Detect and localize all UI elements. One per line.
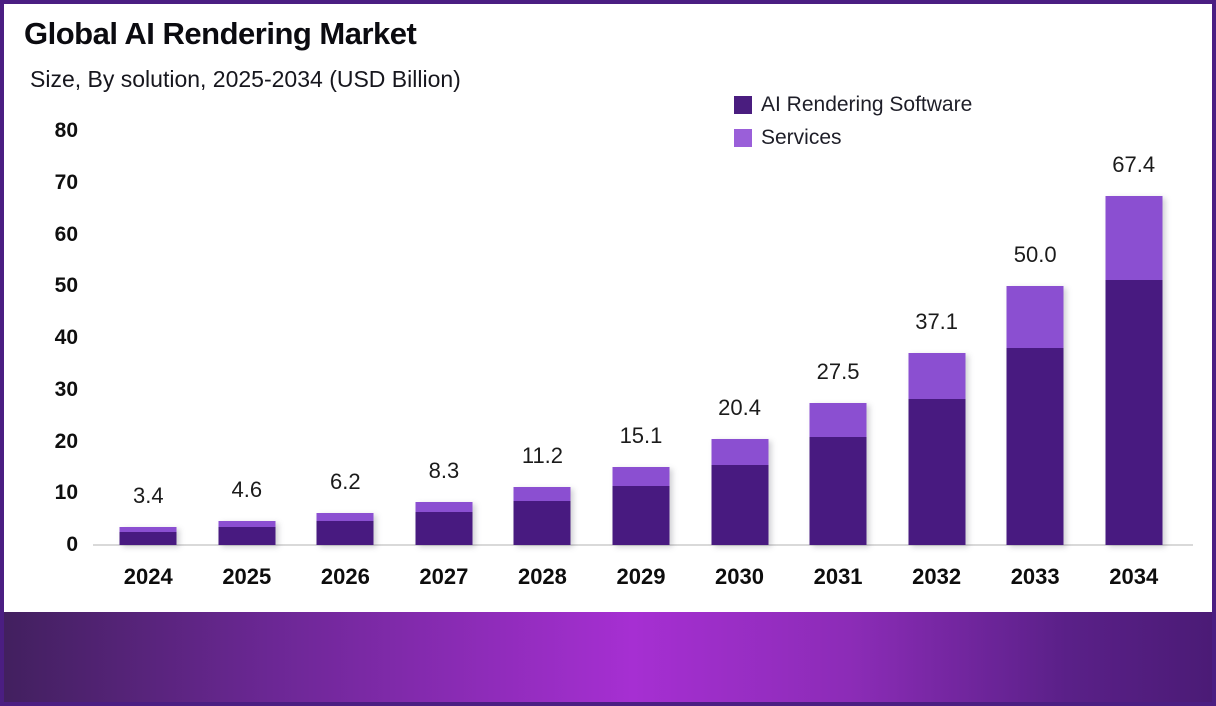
bar-2034	[1105, 196, 1163, 545]
page-title: Global AI Rendering Market	[24, 16, 417, 51]
bar-segment-software-2032	[908, 399, 966, 545]
bar-slot-2034: 67.4	[1084, 131, 1183, 545]
bar-value-label-2024: 3.4	[132, 483, 164, 509]
y-tick-0: 0	[66, 533, 78, 556]
bar-2030	[711, 439, 769, 545]
bar-value-label-2032: 37.1	[915, 309, 959, 335]
bar-segment-software-2025	[218, 526, 276, 545]
y-tick-40: 40	[54, 326, 78, 349]
bar-segment-services-2027	[415, 502, 473, 513]
y-axis: 0 10 20 30 40 50 60 70 80	[20, 119, 78, 556]
bar-segment-services-2029	[612, 466, 670, 486]
x-tick-2028: 2028	[517, 564, 567, 589]
legend: AI Rendering Software Services	[734, 88, 972, 154]
bar-value-label-2034: 67.4	[1112, 152, 1156, 178]
bar-slot-2028: 11.2	[493, 131, 592, 545]
bar-segment-software-2024	[119, 531, 177, 545]
bar-segment-software-2030	[711, 464, 769, 545]
bar-segment-services-2028	[513, 487, 571, 502]
legend-label-services: Services	[761, 125, 842, 149]
bar-2025	[218, 521, 276, 545]
bar-segment-software-2027	[415, 512, 473, 545]
bar-segment-services-2032	[908, 353, 966, 400]
x-tick-2031: 2031	[813, 564, 863, 589]
legend-item-software: AI Rendering Software	[734, 88, 972, 121]
bar-segment-software-2026	[316, 520, 374, 545]
bar-slot-2024: 3.4	[99, 131, 198, 545]
bar-value-label-2025: 4.6	[231, 477, 263, 503]
bar-segment-services-2030	[711, 439, 769, 465]
bar-value-label-2030: 20.4	[718, 395, 761, 421]
bar-value-label-2029: 15.1	[619, 422, 663, 448]
y-tick-30: 30	[54, 377, 78, 401]
x-tick-2029: 2029	[616, 564, 666, 589]
y-tick-60: 60	[54, 222, 78, 246]
bar-segment-software-2029	[612, 485, 670, 545]
bar-value-label-2027: 8.3	[428, 458, 460, 484]
y-tick-20: 20	[54, 429, 78, 453]
footer-banner: The Market will Grow At the CAGR of: 34.…	[4, 612, 1212, 702]
bar-segment-services-2034	[1105, 196, 1163, 281]
x-tick-2027: 2027	[419, 564, 469, 589]
x-tick-2033: 2033	[1010, 564, 1060, 589]
y-tick-70: 70	[54, 170, 78, 194]
x-tick-2034: 2034	[1109, 564, 1159, 589]
bar-slot-2030: 20.4	[690, 131, 789, 545]
legend-label-software: AI Rendering Software	[761, 92, 973, 116]
bar-segment-services-2033	[1006, 286, 1064, 349]
bar-2029	[612, 466, 670, 545]
bar-2027	[415, 502, 473, 545]
bar-2026	[316, 512, 374, 545]
bar-segment-services-2025	[218, 521, 276, 527]
chart-subtitle: Size, By solution, 2025-2034 (USD Billio…	[30, 66, 461, 92]
bar-value-label-2033: 50.0	[1013, 242, 1057, 268]
bar-slot-2031: 27.5	[789, 131, 888, 545]
y-tick-10: 10	[54, 481, 78, 505]
bar-slot-2027: 8.3	[395, 131, 494, 545]
x-tick-2030: 2030	[715, 564, 764, 589]
y-tick-80: 80	[54, 119, 78, 142]
x-tick-2026: 2026	[320, 564, 370, 589]
bar-2024	[119, 527, 177, 545]
bar-2028	[513, 487, 571, 545]
x-axis: 2024 2025 2026 2027 2028 2029 2030 2031 2032 2033…	[99, 564, 1183, 594]
legend-swatch-services	[734, 128, 752, 147]
x-tick-2024: 2024	[123, 564, 173, 589]
bar-segment-software-2028	[513, 501, 571, 545]
legend-swatch-software	[734, 95, 752, 114]
bar-2031	[809, 402, 867, 545]
legend-item-services: Services	[734, 121, 972, 154]
bar-value-label-2026: 6.2	[330, 468, 361, 494]
bar-chart-plot-area: 3.4 4.6 6.2 8.3 11.2 15.1 20.4 27.5 37.1 50.0 67.4	[93, 131, 1193, 546]
bar-value-label-2028: 11.2	[521, 443, 564, 469]
bar-slot-2032: 37.1	[887, 131, 986, 545]
bar-slot-2033: 50.0	[986, 131, 1085, 545]
bar-value-label-2031: 27.5	[816, 358, 860, 384]
bar-segment-software-2033	[1006, 348, 1064, 545]
bar-segment-services-2024	[119, 527, 177, 532]
bar-segment-services-2026	[316, 512, 374, 521]
bar-segment-software-2034	[1105, 280, 1163, 545]
x-tick-2025: 2025	[222, 564, 272, 589]
bar-slot-2025: 4.6	[198, 131, 297, 545]
bar-segment-software-2031	[809, 436, 867, 545]
bar-slot-2029: 15.1	[592, 131, 691, 545]
bar-2032	[908, 353, 966, 545]
bar-segment-services-2031	[809, 402, 867, 437]
bar-slot-2026: 6.2	[296, 131, 395, 545]
y-tick-50: 50	[54, 274, 78, 298]
x-axis-baseline	[93, 544, 1193, 546]
bar-2033	[1006, 286, 1064, 545]
x-tick-2032: 2032	[912, 564, 962, 589]
